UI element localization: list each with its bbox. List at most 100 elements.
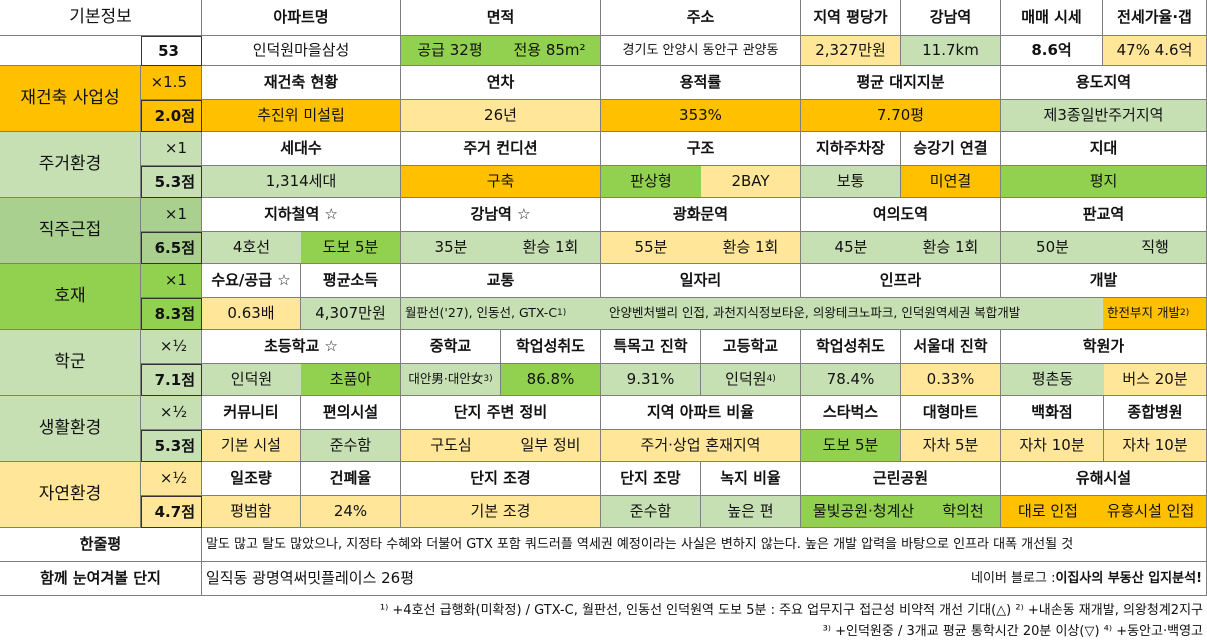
commute-score: 6.5점 xyxy=(141,232,202,264)
footnote-ref-3: 3) xyxy=(483,374,493,384)
hospital-value: 자차 10분 xyxy=(1104,430,1207,462)
transport-plans-text: 월판선('27), 인동선, GTX-C xyxy=(405,305,558,321)
subway-line-value: 4호선 xyxy=(202,232,301,264)
department-store-value: 자차 10분 xyxy=(1001,430,1104,462)
header-middle-achievement: 학업성취도 xyxy=(501,330,601,364)
high-school-text: 인덕원 xyxy=(725,370,767,388)
header-rebuild-status: 재건축 현황 xyxy=(202,66,401,100)
footnote-ref-1: 1) xyxy=(557,308,567,318)
header-land-share: 평균 대지지분 xyxy=(801,66,1001,100)
yeouido-transfer-value: 환승 1회 xyxy=(901,232,1001,264)
elevator-link-value: 미연결 xyxy=(901,166,1001,198)
footnotes: ¹⁾ +4호선 급행화(미확정) / GTX-C, 월판선, 인동선 인덕원역 … xyxy=(0,597,1207,640)
header-elevator-link: 승강기 연결 xyxy=(901,132,1001,166)
snu-rate-value: 0.33% xyxy=(901,364,1001,396)
green-ratio-value: 높은 편 xyxy=(701,496,801,528)
sale-price-value: 8.6억 xyxy=(1001,36,1103,66)
nature-score: 4.7점 xyxy=(141,496,202,528)
summary-label: 한줄평 xyxy=(0,528,202,562)
header-gwanghwamun-station: 광화문역 xyxy=(601,198,801,232)
apartment-ratio-value: 주거·상업 혼재지역 xyxy=(601,430,801,462)
apartment-analysis-table: 기본정보 53 아파트명 면적 주소 지역 평당가 강남역 매매 시세 전세가율… xyxy=(0,0,1207,596)
blog-prefix: 네이버 블로그 : xyxy=(971,571,1056,586)
header-underground-parking: 지하주차장 xyxy=(801,132,901,166)
header-high-school: 고등학교 xyxy=(701,330,801,364)
related-complex-text: 일직동 광명역써밋플레이스 26평 xyxy=(202,562,801,596)
gangnam-transfer-value: 환승 1회 xyxy=(501,232,601,264)
rebuild-multiplier: ×1.5 xyxy=(141,66,202,100)
header-structure: 구조 xyxy=(601,132,801,166)
high-achievement-value: 78.4% xyxy=(801,364,901,396)
header-transport: 교통 xyxy=(401,264,601,298)
blog-credit: 네이버 블로그 : 이집사의 부동산 입지분석! xyxy=(801,562,1207,596)
living-multiplier: ×1 xyxy=(141,132,202,166)
starbucks-value: 도보 5분 xyxy=(801,430,901,462)
zoning-value: 제3종일반주거지역 xyxy=(1001,100,1207,132)
exclusive-area-value: 전용 85m² xyxy=(499,36,601,66)
header-special-high-rate: 특목고 진학 xyxy=(601,330,701,364)
header-community: 커뮤니티 xyxy=(202,396,301,430)
header-gangnam-distance: 강남역 xyxy=(901,0,1001,36)
header-average-income: 평균소득 xyxy=(301,264,401,298)
pangyo-route-value: 직행 xyxy=(1104,232,1207,264)
high-school-value: 인덕원 4) xyxy=(701,364,801,396)
elementary-proximity-value: 초품아 xyxy=(301,364,401,396)
header-region-price: 지역 평당가 xyxy=(801,0,901,36)
header-academy-district: 학원가 xyxy=(1001,330,1207,364)
rebuild-status-value: 추진위 미설립 xyxy=(202,100,401,132)
header-hazard-facilities: 유해시설 xyxy=(1001,462,1207,496)
academy-travel-value: 버스 20분 xyxy=(1104,364,1207,396)
nearby-park-value: 물빛공원·청계산 xyxy=(801,496,926,528)
header-snu-rate: 서울대 진학 xyxy=(901,330,1001,364)
middle-school-value: 대안男·대안女 3) xyxy=(401,364,501,396)
header-households: 세대수 xyxy=(202,132,401,166)
community-value: 기본 시설 xyxy=(202,430,301,462)
commute-label: 직주근접 xyxy=(0,198,141,264)
header-infrastructure: 인프라 xyxy=(801,264,1001,298)
header-elementary-school: 초등학교 ☆ xyxy=(202,330,401,364)
development-plan-value: 한전부지 개발 2) xyxy=(1103,298,1207,330)
header-subway-station: 지하철역 ☆ xyxy=(202,198,401,232)
hypermarket-value: 자차 5분 xyxy=(901,430,1001,462)
yeouido-time-value: 45분 xyxy=(801,232,901,264)
related-label: 함께 눈여겨볼 단지 xyxy=(0,562,202,596)
building-coverage-value: 24% xyxy=(301,496,401,528)
header-sale-price: 매매 시세 xyxy=(1001,0,1103,36)
land-share-value: 7.70평 xyxy=(801,100,1001,132)
header-terrain: 지대 xyxy=(1001,132,1207,166)
surroundings-area-value: 구도심 xyxy=(401,430,501,462)
housing-condition-value: 구축 xyxy=(401,166,601,198)
life-score: 5.3점 xyxy=(141,430,202,462)
header-building-age: 연차 xyxy=(401,66,601,100)
floor-area-ratio-value: 353% xyxy=(601,100,801,132)
header-jeonse-gap: 전세가율·갭 xyxy=(1103,0,1207,36)
pangyo-time-value: 50분 xyxy=(1001,232,1104,264)
header-housing-condition: 주거 컨디션 xyxy=(401,132,601,166)
header-gangnam-station: 강남역 ☆ xyxy=(401,198,601,232)
bay-value: 2BAY xyxy=(701,166,801,198)
apartment-name-value: 인덕원마을삼성 xyxy=(202,36,401,66)
header-department-store: 백화점 xyxy=(1001,396,1104,430)
header-supply-demand: 수요/공급 ☆ xyxy=(202,264,301,298)
nature-multiplier: ×½ xyxy=(141,462,202,496)
school-score: 7.1점 xyxy=(141,364,202,396)
elementary-school-value: 인덕원 xyxy=(202,364,301,396)
living-score: 5.3점 xyxy=(141,166,202,198)
header-yeouido-station: 여의도역 xyxy=(801,198,1001,232)
households-value: 1,314세대 xyxy=(202,166,401,198)
hazard-road-value: 대로 인접 xyxy=(1001,496,1095,528)
header-apartment-name: 아파트명 xyxy=(202,0,401,36)
header-hospital: 종합병원 xyxy=(1104,396,1207,430)
convenience-value: 준수함 xyxy=(301,430,401,462)
life-label: 생활환경 xyxy=(0,396,141,462)
header-middle-school: 중학교 xyxy=(401,330,501,364)
building-age-value: 26년 xyxy=(401,100,601,132)
basic-left-blank xyxy=(0,36,141,66)
living-label: 주거환경 xyxy=(0,132,141,198)
development-label: 호재 xyxy=(0,264,141,330)
header-area: 면적 xyxy=(401,0,601,36)
header-surroundings: 단지 주변 정비 xyxy=(401,396,601,430)
header-jobs: 일자리 xyxy=(601,264,801,298)
hazard-entertainment-value: 유흥시설 인접 xyxy=(1095,496,1207,528)
header-high-achievement: 학업성취도 xyxy=(801,330,901,364)
